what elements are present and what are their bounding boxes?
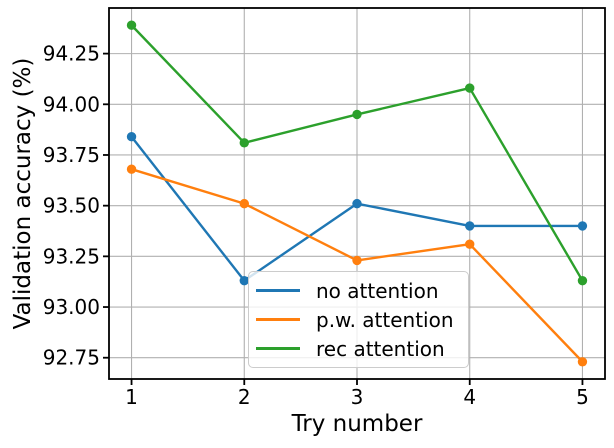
data-point-marker <box>239 275 249 286</box>
data-point-marker <box>352 109 362 120</box>
data-point-marker <box>577 275 588 286</box>
y-tick-label: 93.25 <box>43 244 100 268</box>
data-point-marker <box>352 198 362 209</box>
series-rec-attention <box>126 20 588 286</box>
x-tick-label: 5 <box>576 385 589 409</box>
legend: no attention p.w. attention rec attention <box>248 271 469 368</box>
y-tick-label: 93.75 <box>43 143 100 167</box>
data-point-marker <box>126 164 137 174</box>
data-point-marker <box>577 357 588 367</box>
y-tick-label: 92.75 <box>43 346 100 370</box>
data-point-marker <box>239 138 249 148</box>
x-axis-label: Try number <box>291 411 423 437</box>
x-tick-label: 1 <box>125 385 138 409</box>
x-tick-label: 4 <box>463 385 476 409</box>
legend-item-p-w-attention: p.w. attention <box>256 305 464 334</box>
series-p-w-attention <box>126 164 588 367</box>
data-point-marker <box>239 198 249 209</box>
series-no-attention <box>126 132 588 286</box>
legend-line-swatch <box>256 318 300 321</box>
x-tick-labels: 1 2 3 4 5 <box>125 385 589 409</box>
data-point-marker <box>465 83 475 93</box>
legend-item-rec-attention: rec attention <box>256 334 464 363</box>
data-point-marker <box>352 255 362 266</box>
legend-label: no attention <box>316 278 439 303</box>
data-point-marker <box>577 221 588 231</box>
x-tick-label: 2 <box>238 385 251 409</box>
legend-label: p.w. attention <box>316 307 454 332</box>
y-tick-label: 94.25 <box>43 42 100 66</box>
data-point-marker <box>465 239 475 249</box>
data-point-marker <box>126 20 137 30</box>
legend-label: rec attention <box>316 336 445 361</box>
y-tick-label: 93.00 <box>43 295 100 319</box>
legend-line-swatch <box>256 289 300 292</box>
data-point-marker <box>465 221 475 231</box>
tick-marks <box>103 52 584 385</box>
legend-line-swatch <box>256 347 300 350</box>
y-axis-label: Validation accuracy (%) <box>10 58 36 330</box>
x-tick-label: 3 <box>351 385 364 409</box>
y-tick-label: 94.00 <box>43 92 100 116</box>
y-tick-label: 93.50 <box>43 194 100 218</box>
y-tick-labels: 92.75 93.00 93.25 93.50 93.75 94.00 94.25 <box>43 42 100 370</box>
legend-item-no-attention: no attention <box>256 276 464 305</box>
data-point-marker <box>126 132 137 142</box>
